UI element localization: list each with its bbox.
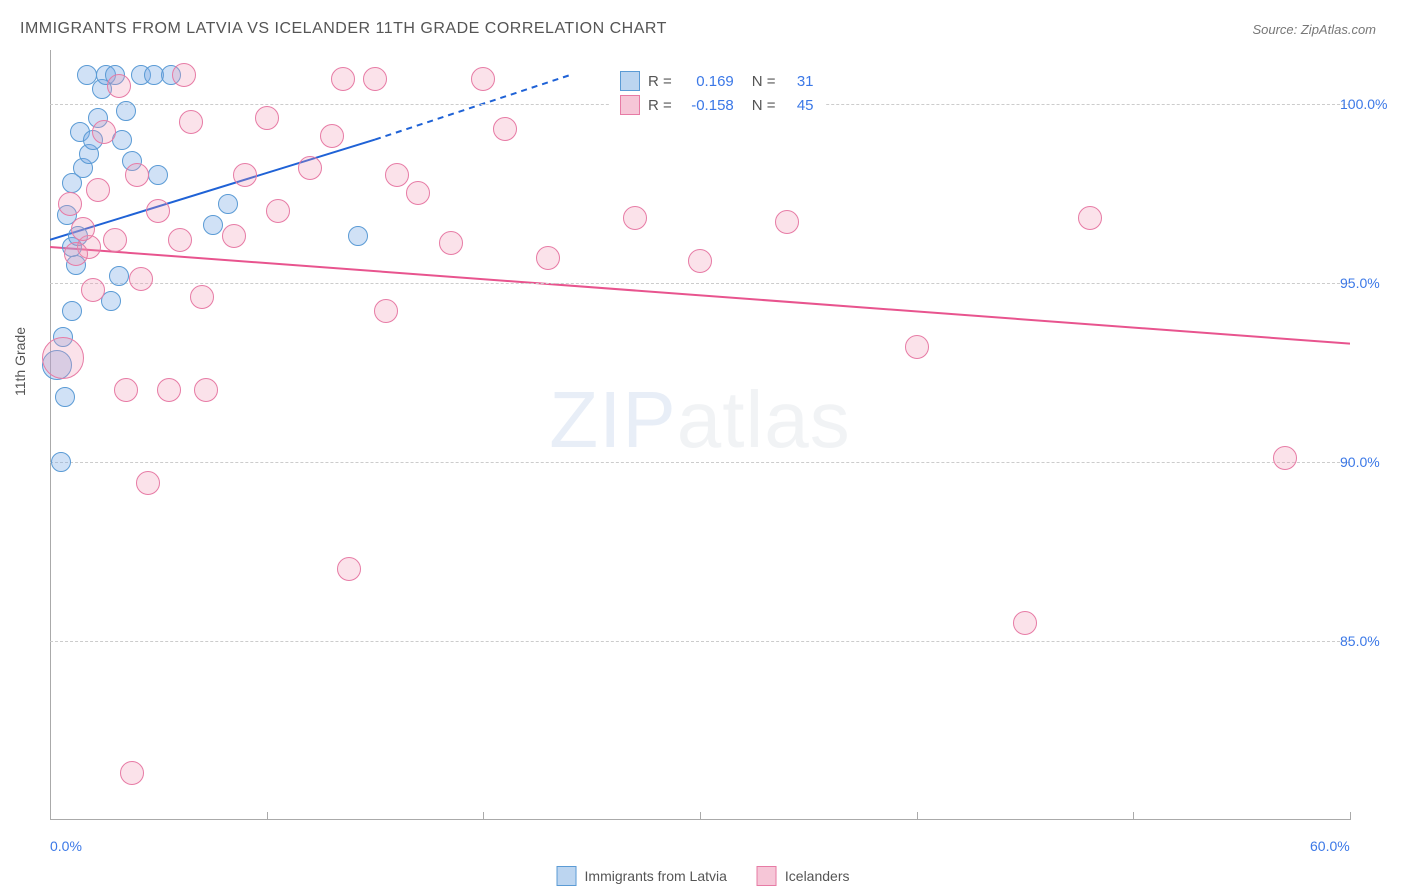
source-label: Source: ZipAtlas.com [1252, 22, 1376, 37]
y-tick-label: 90.0% [1340, 454, 1400, 470]
gridline-h [50, 462, 1350, 463]
data-point [374, 299, 398, 323]
stat-r-label: R = [648, 73, 672, 90]
data-point [81, 278, 105, 302]
data-point [320, 124, 344, 148]
data-point [120, 761, 144, 785]
data-point [55, 387, 75, 407]
watermark-zip: ZIP [549, 375, 676, 464]
stat-n-value: 31 [784, 73, 814, 90]
stat-legend: R = 0.169 N = 31 R = -0.158 N = 45 [609, 64, 825, 122]
data-point [1013, 611, 1037, 635]
bottom-legend-item: Icelanders [757, 866, 850, 886]
chart-title: IMMIGRANTS FROM LATVIA VS ICELANDER 11TH… [20, 20, 667, 38]
bottom-legend-item: Immigrants from Latvia [557, 866, 727, 886]
data-point [493, 117, 517, 141]
data-point [136, 471, 160, 495]
data-point [157, 378, 181, 402]
y-axis-line [50, 50, 51, 820]
data-point [385, 163, 409, 187]
y-tick-label: 100.0% [1340, 96, 1400, 112]
data-point [1078, 206, 1102, 230]
y-tick-label: 85.0% [1340, 633, 1400, 649]
data-point [92, 120, 116, 144]
stat-n-label: N = [752, 97, 776, 114]
data-point [107, 74, 131, 98]
stat-n-value: 45 [784, 97, 814, 114]
data-point [148, 165, 168, 185]
y-axis-label: 11th Grade [12, 327, 28, 396]
data-point [168, 228, 192, 252]
data-point [190, 285, 214, 309]
data-point [905, 335, 929, 359]
watermark-atlas: atlas [677, 375, 851, 464]
watermark: ZIPatlas [549, 374, 850, 466]
data-point [103, 228, 127, 252]
stat-n-label: N = [752, 73, 776, 90]
data-point [233, 163, 257, 187]
stat-r-value: -0.158 [680, 97, 734, 114]
x-tick-label: 0.0% [50, 838, 82, 854]
data-point [363, 67, 387, 91]
data-point [194, 378, 218, 402]
data-point [337, 557, 361, 581]
data-point [51, 452, 71, 472]
data-point [688, 249, 712, 273]
data-point [125, 163, 149, 187]
x-tick-label: 60.0% [1310, 838, 1350, 854]
x-tick [1133, 812, 1134, 820]
data-point [64, 242, 88, 266]
data-point [406, 181, 430, 205]
legend-swatch [757, 866, 777, 886]
data-point [77, 65, 97, 85]
chart-plot-area: ZIPatlas 85.0%90.0%95.0%100.0%R =0.169N … [50, 50, 1350, 820]
data-point [42, 337, 84, 379]
data-point [218, 194, 238, 214]
data-point [86, 178, 110, 202]
data-point [62, 301, 82, 321]
stat-r-label: R = [648, 97, 672, 114]
legend-swatch [620, 71, 640, 91]
stat-legend-row: R = -0.158 N = 45 [620, 93, 814, 117]
data-point [471, 67, 495, 91]
data-point [266, 199, 290, 223]
data-point [172, 63, 196, 87]
x-tick [1350, 812, 1351, 820]
data-point [298, 156, 322, 180]
data-point [331, 67, 355, 91]
data-point [222, 224, 246, 248]
data-point [109, 266, 129, 286]
data-point [146, 199, 170, 223]
data-point [536, 246, 560, 270]
stat-r-value: 0.169 [680, 73, 734, 90]
data-point [255, 106, 279, 130]
gridline-h [50, 641, 1350, 642]
data-point [1273, 446, 1297, 470]
data-point [129, 267, 153, 291]
legend-swatch [620, 95, 640, 115]
legend-label: Icelanders [785, 868, 850, 884]
x-tick [917, 812, 918, 820]
data-point [348, 226, 368, 246]
gridline-h [50, 283, 1350, 284]
legend-swatch [557, 866, 577, 886]
x-tick [700, 812, 701, 820]
legend-label: Immigrants from Latvia [585, 868, 727, 884]
data-point [203, 215, 223, 235]
x-tick [50, 812, 51, 820]
data-point [114, 378, 138, 402]
data-point [179, 110, 203, 134]
data-point [71, 217, 95, 241]
stat-legend-row: R = 0.169 N = 31 [620, 69, 814, 93]
data-point [116, 101, 136, 121]
data-point [623, 206, 647, 230]
data-point [775, 210, 799, 234]
x-tick [483, 812, 484, 820]
data-point [439, 231, 463, 255]
data-point [58, 192, 82, 216]
bottom-legend: Immigrants from Latvia Icelanders [557, 866, 850, 886]
y-tick-label: 95.0% [1340, 275, 1400, 291]
x-tick [267, 812, 268, 820]
